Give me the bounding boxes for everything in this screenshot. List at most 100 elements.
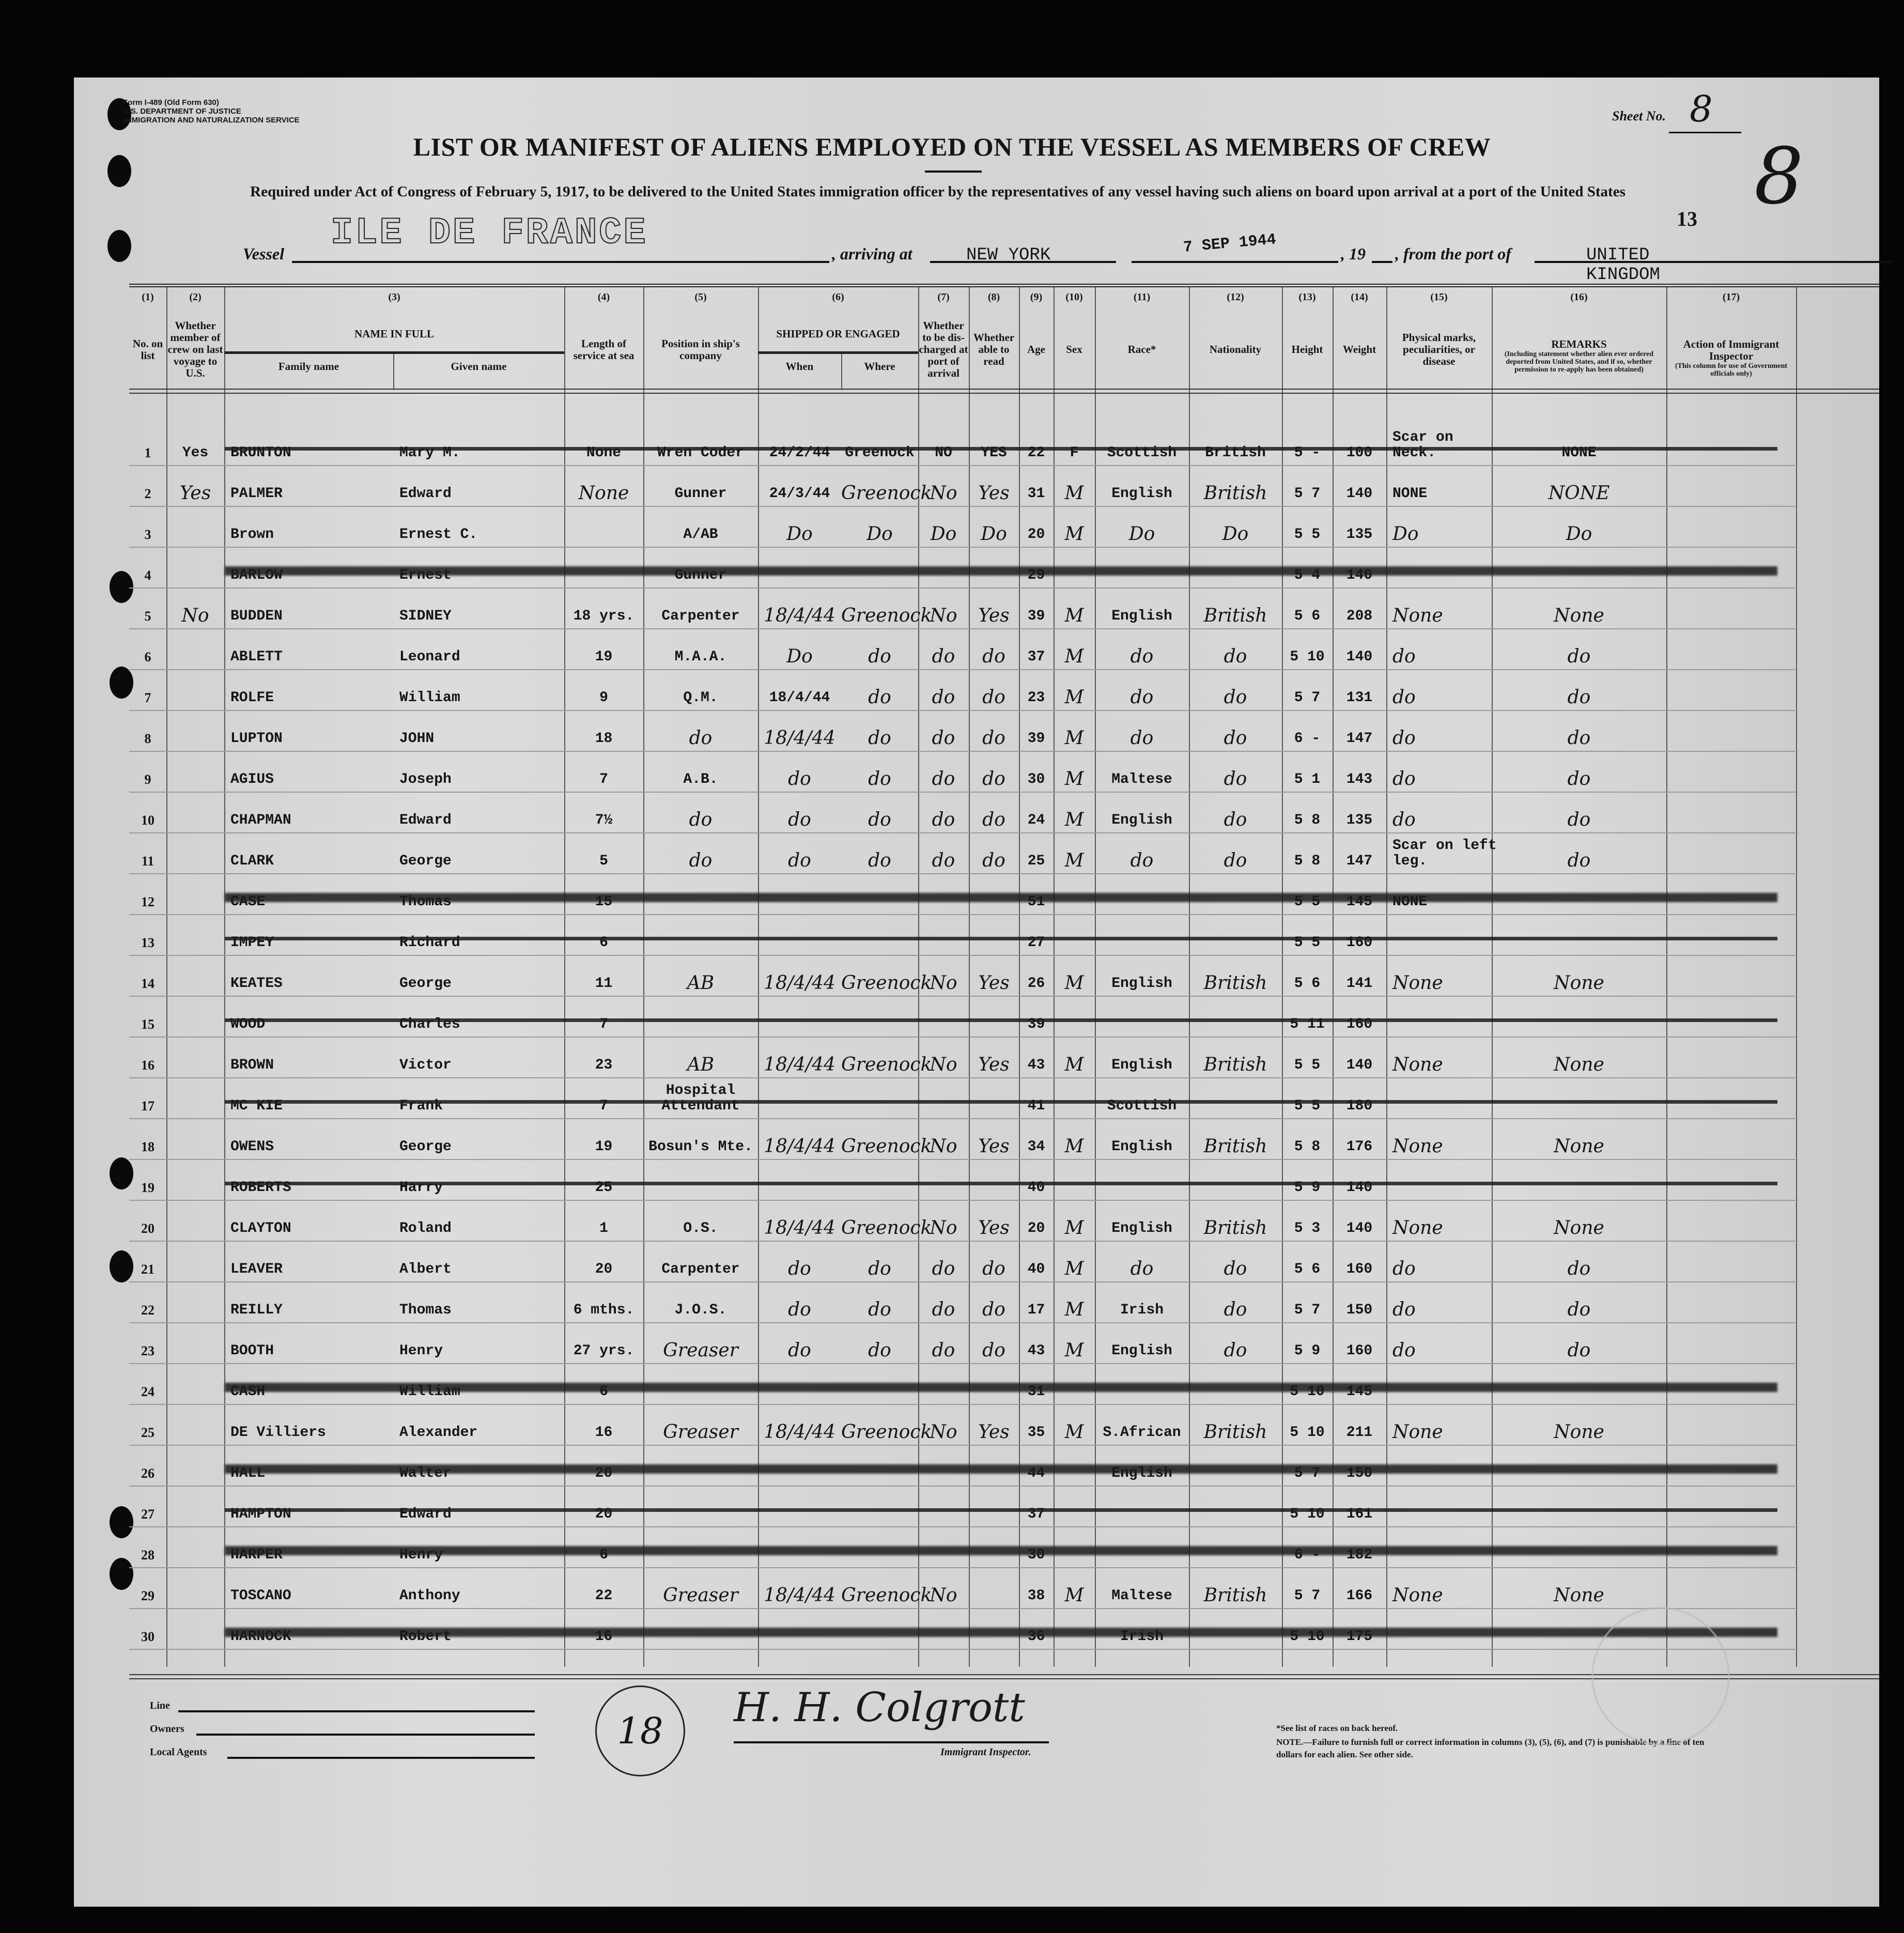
page-mark: 8 (1754, 132, 1804, 222)
cell-age: 35 (1027, 1425, 1045, 1441)
column-label: Position in ship's company (661, 337, 740, 362)
column-number: (2) (189, 291, 202, 303)
cell-marks: do (1392, 646, 1416, 667)
cell-read: do (982, 1340, 1005, 1361)
column-number: (6) (832, 291, 844, 303)
column-header-c7: (7) Whether to be dis-charged at port of … (918, 288, 969, 392)
cell-age: 34 (1027, 1139, 1045, 1155)
strike-through-line (225, 1546, 1777, 1555)
cell-service: 1 (599, 1220, 608, 1236)
cell-no: 21 (141, 1262, 154, 1277)
cell-no: 16 (141, 1058, 154, 1073)
cell-service: 20 (595, 1261, 613, 1277)
column-divider (758, 287, 759, 1667)
cell-weight: 147 (1346, 853, 1373, 869)
cell-disch: Do (930, 523, 957, 545)
cell-position: A/AB (683, 527, 718, 543)
column-divider (1796, 287, 1797, 1667)
cell-remarks: None (1554, 605, 1604, 626)
cell-sex: M (1064, 646, 1084, 667)
cell-race: do (1130, 850, 1154, 871)
cell-age: 20 (1027, 527, 1045, 543)
cell-no: 12 (141, 894, 154, 909)
cell-marks: None (1392, 972, 1443, 994)
cell-age: 37 (1027, 649, 1045, 665)
cell-read: do (982, 646, 1005, 667)
cell-height: 5 6 (1294, 976, 1321, 992)
cell-sex: M (1064, 728, 1084, 749)
column-label: Age (1027, 343, 1045, 355)
cell-position: Carpenter (661, 1261, 740, 1277)
column-label: Physical marks, peculiarities, or diseas… (1402, 331, 1476, 367)
table-row: 25 DE Villiers Alexander 16 Greaser 18/4/44 Gr… (129, 1404, 1798, 1446)
cell-position: do (689, 809, 713, 830)
cell-height: 5 7 (1294, 1302, 1321, 1318)
cell-disch: do (932, 809, 955, 830)
cell-when: Do (786, 646, 813, 667)
cell-position: Carpenter (661, 608, 740, 624)
sub-header: Given name (451, 360, 507, 373)
cell-no: 24 (141, 1384, 154, 1399)
table-row: 4BARLOWErnestGunner295 4140 (129, 547, 1798, 589)
cell-disch: do (932, 728, 955, 749)
column-header-c13: (13) Height (1282, 288, 1333, 392)
table-bottom-rule (129, 1674, 1879, 1679)
header-rule (129, 389, 1879, 394)
cell-height: 5 7 (1294, 690, 1321, 706)
cell-where: Greenock (841, 1054, 932, 1075)
cell-marks: None (1392, 1421, 1443, 1443)
year-label: , 19 (1341, 244, 1366, 263)
column-number: (16) (1570, 291, 1588, 303)
column-number: (14) (1351, 291, 1368, 303)
cell-nat: British (1203, 1054, 1267, 1075)
cell-family: TOSCANO (230, 1588, 291, 1604)
cell-height: 5 10 (1290, 649, 1325, 665)
cell-given: Thomas (399, 1302, 452, 1318)
column-divider (643, 287, 644, 1667)
table-row: 12CASEThomas15515 5145NONE (129, 873, 1798, 915)
column-label: Whether able to read (973, 331, 1015, 367)
paper-sheet (74, 78, 1879, 1907)
cell-where: Do (866, 523, 893, 545)
cell-nat: British (1203, 1217, 1267, 1239)
shipped-subrule (758, 351, 918, 354)
cell-where: Greenock (841, 605, 932, 626)
punch-hole (107, 155, 131, 187)
cell-sex: M (1064, 605, 1084, 626)
cell-race: English (1111, 1057, 1172, 1073)
table-row: 5 No BUDDEN SIDNEY 18 yrs. Carpenter 18/4/44 Gr… (129, 587, 1798, 629)
column-divider (166, 287, 167, 1667)
cell-disch: do (932, 1299, 955, 1320)
column-divider (224, 287, 225, 1667)
cell-family: DE Villiers (230, 1425, 326, 1441)
column-number: (1) (142, 291, 154, 303)
cell-disch: No (930, 605, 957, 626)
cell-read: do (982, 1299, 1005, 1320)
column-label: NAME IN FULL (354, 328, 434, 340)
cell-remarks: do (1567, 850, 1591, 871)
sheet-label: Sheet No. (1612, 109, 1666, 123)
strike-through-line (225, 1100, 1777, 1104)
cell-height: 5 8 (1294, 1139, 1321, 1155)
cell-nat: British (1203, 1421, 1267, 1443)
cell-where: do (868, 1299, 891, 1320)
cell-weight: 131 (1346, 690, 1373, 706)
table-row: 23 BOOTH Henry 27 yrs. Greaser do do do do 43 M Eng… (129, 1322, 1798, 1364)
cell-remarks: do (1567, 646, 1591, 667)
cell-position: do (689, 850, 713, 871)
cell-when: do (788, 809, 811, 830)
cell-last: Yes (179, 483, 211, 504)
cell-no: 19 (141, 1180, 154, 1195)
cell-position: Greaser (663, 1340, 738, 1361)
cell-where: Greenock (841, 1217, 932, 1239)
cell-family: KEATES (230, 976, 283, 992)
cell-read: do (982, 850, 1005, 871)
table-row: 2 Yes PALMER Edward None Gunner 24/3/44 Greenoc… (129, 465, 1798, 507)
cell-race: English (1111, 1220, 1172, 1236)
cell-no: 22 (141, 1303, 154, 1318)
cell-race: English (1111, 976, 1172, 992)
cell-marks: do (1392, 1258, 1416, 1279)
cell-given: Anthony (399, 1588, 460, 1604)
department: U.S. DEPARTMENT OF JUSTICE (123, 107, 241, 116)
